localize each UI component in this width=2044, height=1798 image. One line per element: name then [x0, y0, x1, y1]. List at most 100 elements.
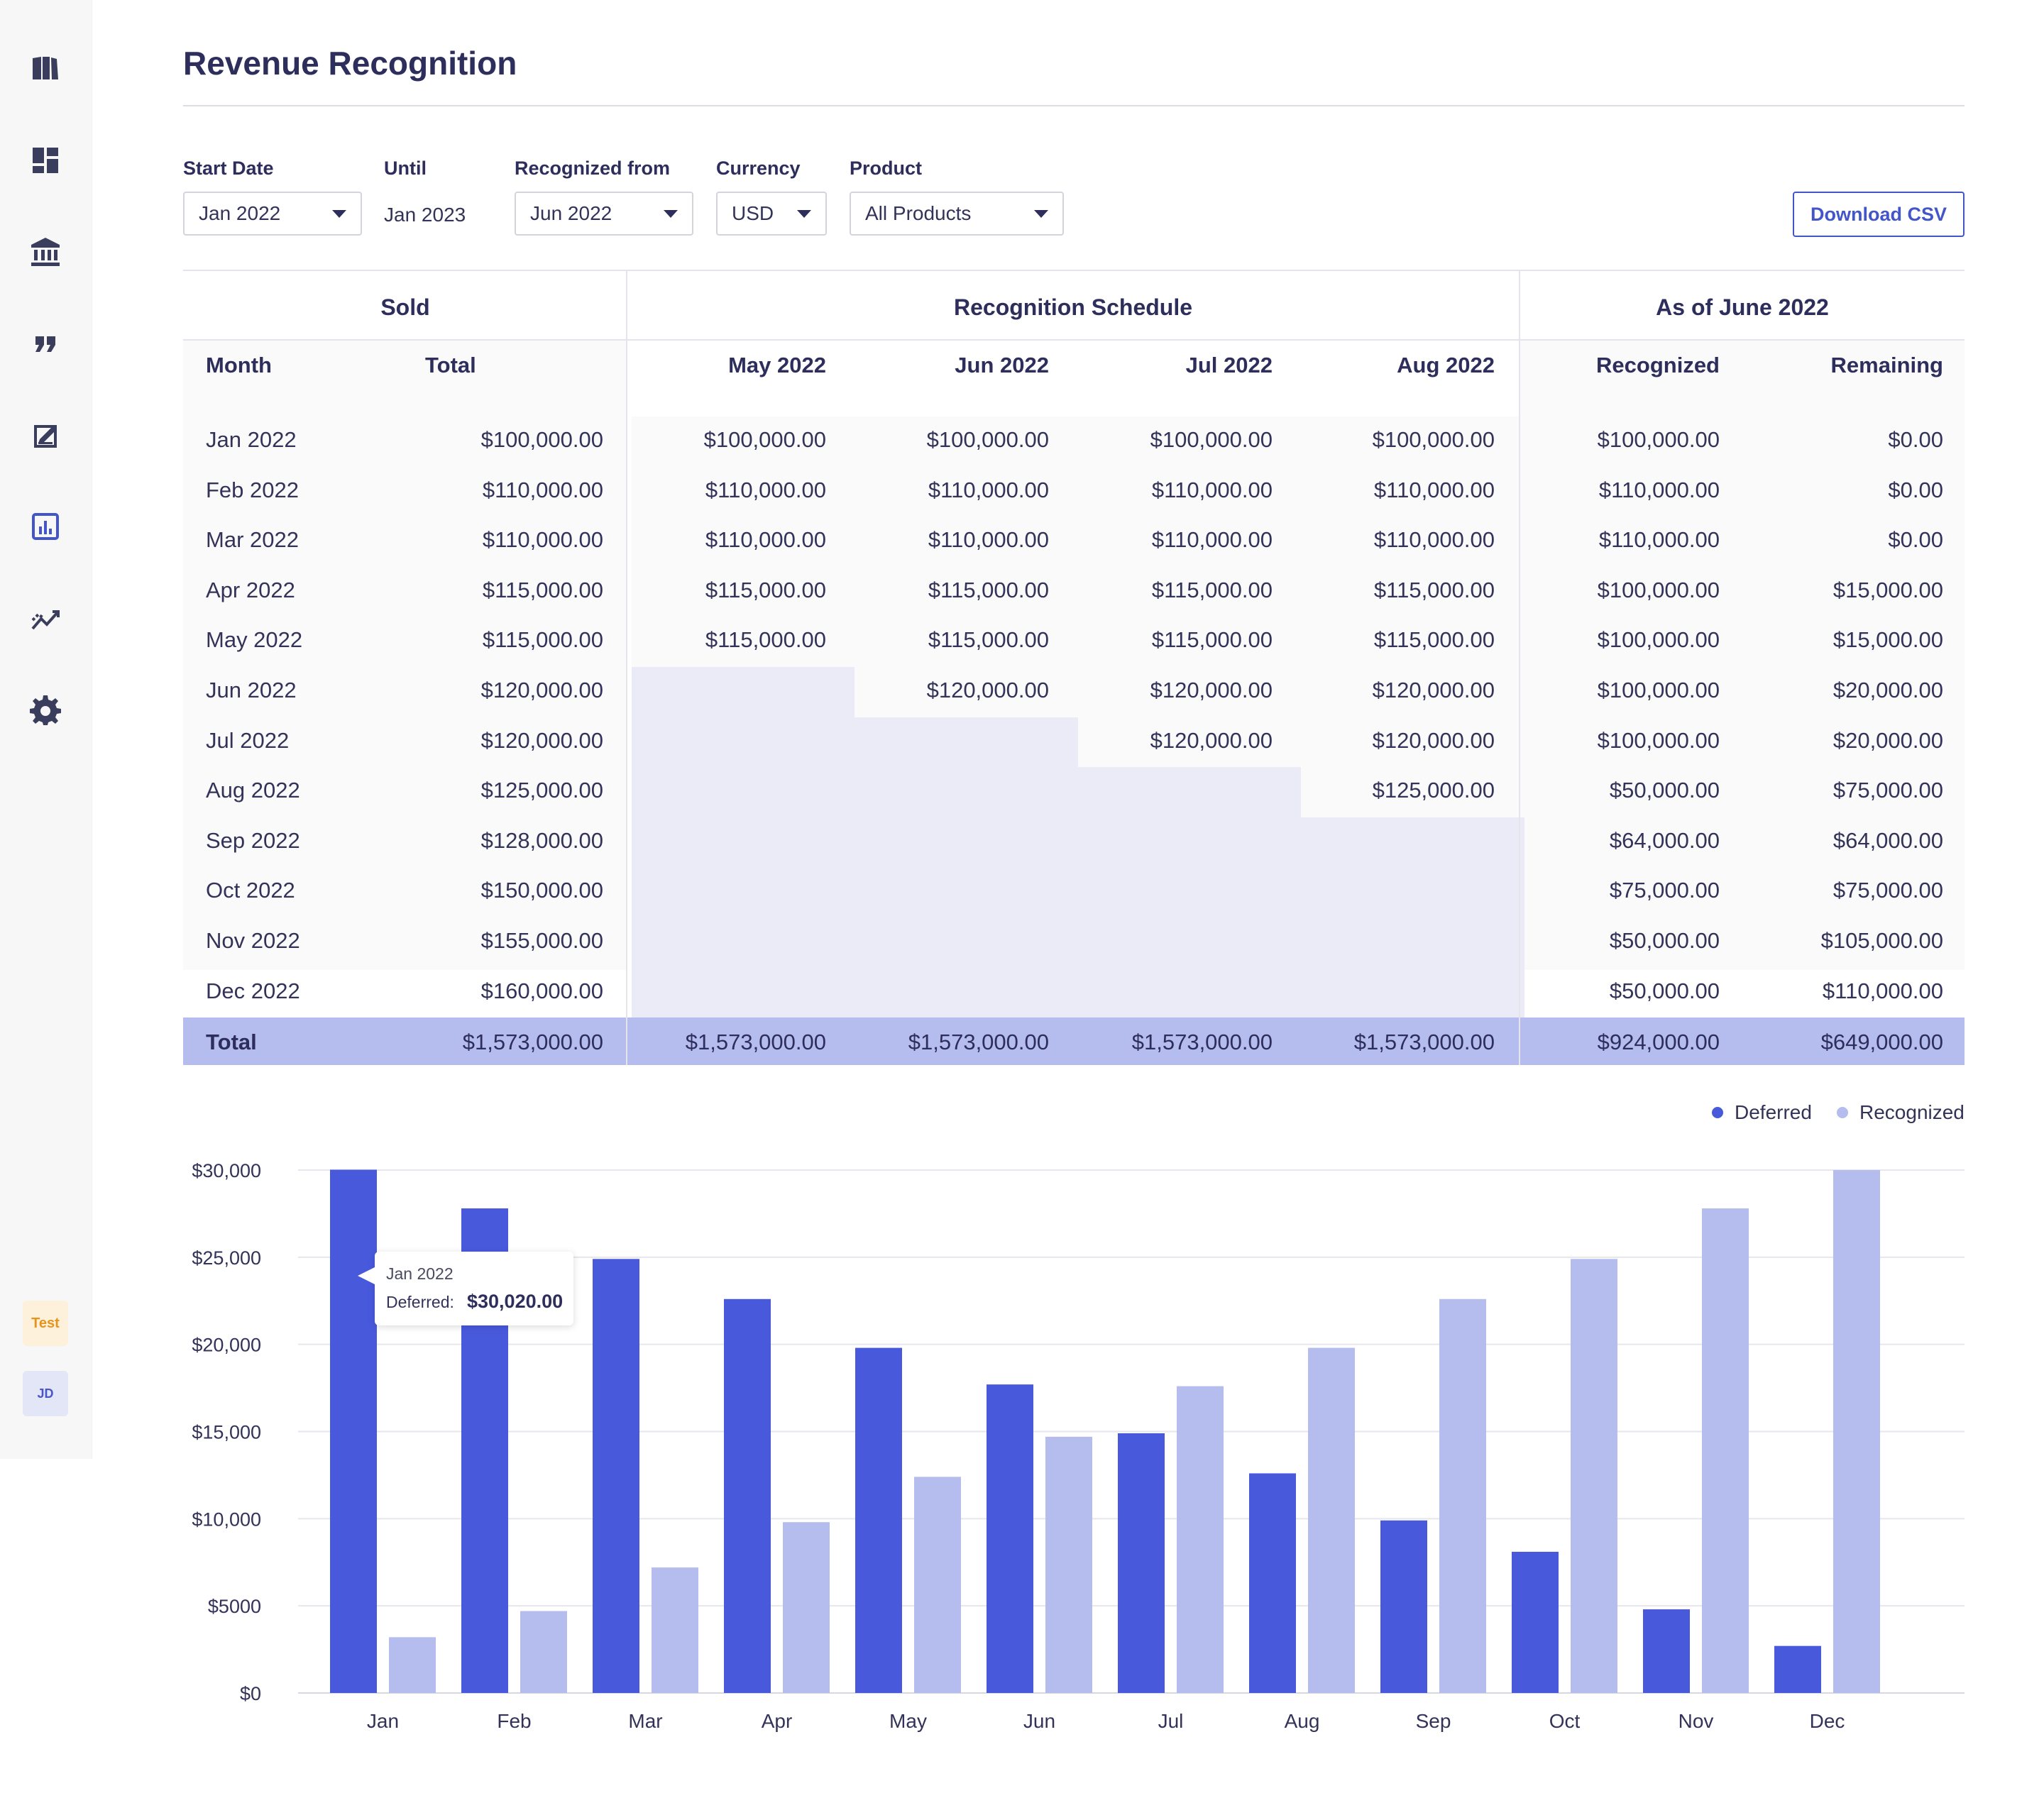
- column-header[interactable]: Recognized: [1596, 353, 1720, 377]
- deferred-bar-jun[interactable]: [987, 1384, 1033, 1693]
- table-group-header: Sold: [380, 294, 430, 320]
- row-remaining: $0.00: [1888, 527, 1943, 553]
- currency-label: Currency: [716, 158, 801, 179]
- dashboard-icon[interactable]: [28, 143, 62, 177]
- schedule-cell: $125,000.00: [1372, 778, 1495, 803]
- asof-column-bg: [1520, 341, 1965, 970]
- schedule-cell: $115,000.00: [1373, 577, 1495, 602]
- column-header[interactable]: Jul 2022: [1185, 353, 1273, 377]
- column-header[interactable]: Remaining: [1830, 353, 1943, 377]
- recognized-bar-may[interactable]: [914, 1477, 961, 1693]
- schedule-cell-bg: [632, 917, 855, 969]
- column-divider: [1519, 270, 1520, 1066]
- deferred-bar-aug[interactable]: [1249, 1473, 1296, 1693]
- column-header-month[interactable]: Month: [206, 353, 272, 377]
- schedule-cell: $110,000.00: [1373, 477, 1495, 502]
- chart-svg: $0 $5000 $10,000 $15,000 $20,000 $25,000 $30,0…: [192, 1160, 1965, 1732]
- schedule-cell: $110,000.00: [1151, 477, 1273, 502]
- y-tick-label: $5000: [208, 1596, 261, 1617]
- schedule-cell-bg: [855, 817, 1078, 868]
- y-tick-label: $10,000: [192, 1509, 261, 1530]
- legend-recognized[interactable]: Recognized: [1837, 1101, 1965, 1124]
- schedule-cell-bg: [1078, 417, 1301, 468]
- schedule-cell-bg: [1301, 917, 1524, 969]
- row-total: $150,000.00: [480, 878, 603, 903]
- avatar[interactable]: JD: [23, 1371, 68, 1416]
- row-recognized: $110,000.00: [1598, 477, 1720, 502]
- row-total: $155,000.00: [480, 928, 603, 953]
- recognized-from-select[interactable]: Jun 2022: [515, 192, 693, 236]
- schedule-cell: $120,000.00: [1150, 727, 1273, 753]
- schedule-cell-bg: [855, 717, 1078, 768]
- schedule-cell: $110,000.00: [705, 477, 826, 502]
- recognized-bar-aug[interactable]: [1308, 1347, 1355, 1693]
- row-month: Nov 2022: [206, 928, 300, 953]
- x-tick-label: May: [889, 1710, 927, 1732]
- schedule-cell-bg: [855, 517, 1078, 568]
- row-total: $100,000.00: [480, 427, 603, 452]
- bank-icon[interactable]: [28, 235, 62, 269]
- book-icon[interactable]: [28, 51, 62, 85]
- chart-icon[interactable]: [28, 509, 62, 544]
- row-recognized: $100,000.00: [1597, 427, 1720, 452]
- column-header[interactable]: Jun 2022: [955, 353, 1049, 377]
- schedule-cell-bg: [632, 566, 855, 618]
- quote-icon[interactable]: [28, 326, 62, 360]
- schedule-cell-bg: [1301, 617, 1524, 668]
- deferred-bar-may[interactable]: [855, 1347, 902, 1693]
- column-header[interactable]: Aug 2022: [1397, 353, 1495, 377]
- recognized-from-value: Jun 2022: [530, 202, 612, 224]
- deferred-bar-dec[interactable]: [1774, 1645, 1821, 1693]
- recognized-bar-jan[interactable]: [389, 1637, 436, 1693]
- x-tick-label: Feb: [497, 1710, 531, 1732]
- row-recognized: $100,000.00: [1597, 678, 1720, 702]
- row-total: $128,000.00: [480, 827, 603, 853]
- gear-icon[interactable]: [28, 693, 62, 727]
- deferred-bar-jul[interactable]: [1118, 1433, 1165, 1693]
- product-select[interactable]: All Products: [850, 192, 1064, 236]
- deferred-bar-sep[interactable]: [1380, 1520, 1427, 1693]
- deferred-bar-nov[interactable]: [1643, 1609, 1690, 1693]
- contract-icon[interactable]: [28, 418, 62, 452]
- row-remaining: $0.00: [1888, 477, 1943, 502]
- schedule-cell-bg: [632, 817, 855, 868]
- deferred-bar-mar[interactable]: [593, 1259, 639, 1693]
- deferred-bar-jan[interactable]: [330, 1169, 377, 1693]
- total-row-bg: [183, 1017, 1965, 1066]
- deferred-bar-apr[interactable]: [724, 1298, 771, 1693]
- recognized-bar-feb[interactable]: [520, 1611, 567, 1693]
- schedule-cell-bg: [632, 517, 855, 568]
- row-total: $115,000.00: [482, 627, 603, 653]
- sold-column-bg: [183, 341, 627, 970]
- schedule-cell-bg: [1301, 867, 1524, 918]
- column-header[interactable]: May 2022: [728, 353, 826, 377]
- recognized-bar-jul[interactable]: [1177, 1386, 1224, 1693]
- recognized-bar-mar[interactable]: [652, 1567, 698, 1693]
- trend-icon[interactable]: [28, 602, 62, 636]
- x-tick-label: Jul: [1158, 1710, 1184, 1732]
- row-month: Jul 2022: [206, 727, 290, 753]
- currency-select[interactable]: USD: [716, 192, 827, 236]
- recognized-bar-jun[interactable]: [1045, 1436, 1092, 1693]
- row-remaining: $110,000.00: [1822, 978, 1943, 1003]
- recognized-bar-sep[interactable]: [1439, 1298, 1486, 1693]
- legend-deferred[interactable]: Deferred: [1712, 1101, 1812, 1124]
- x-tick-label: Dec: [1810, 1710, 1845, 1732]
- deferred-bar-oct[interactable]: [1512, 1552, 1559, 1693]
- recognized-bar-apr[interactable]: [783, 1522, 830, 1693]
- recognized-bar-nov[interactable]: [1702, 1208, 1749, 1693]
- recognized-bar-dec[interactable]: [1833, 1170, 1880, 1693]
- tooltip-label: Deferred:: [386, 1293, 454, 1311]
- schedule-cell-bg: [1078, 867, 1301, 918]
- schedule-cell-bg: [1078, 667, 1301, 718]
- column-header-total[interactable]: Total: [425, 353, 476, 377]
- recognized-bar-oct[interactable]: [1571, 1259, 1617, 1693]
- schedule-cell-bg: [1078, 517, 1301, 568]
- total-row-remaining: $649,000.00: [1820, 1030, 1943, 1055]
- schedule-cell: $120,000.00: [1150, 678, 1273, 702]
- download-csv-button[interactable]: Download CSV: [1793, 192, 1965, 237]
- start-date-select[interactable]: Jan 2022: [183, 192, 362, 236]
- row-total: $125,000.00: [480, 778, 603, 803]
- schedule-cell-bg: [632, 767, 855, 818]
- row-month: Mar 2022: [206, 527, 299, 553]
